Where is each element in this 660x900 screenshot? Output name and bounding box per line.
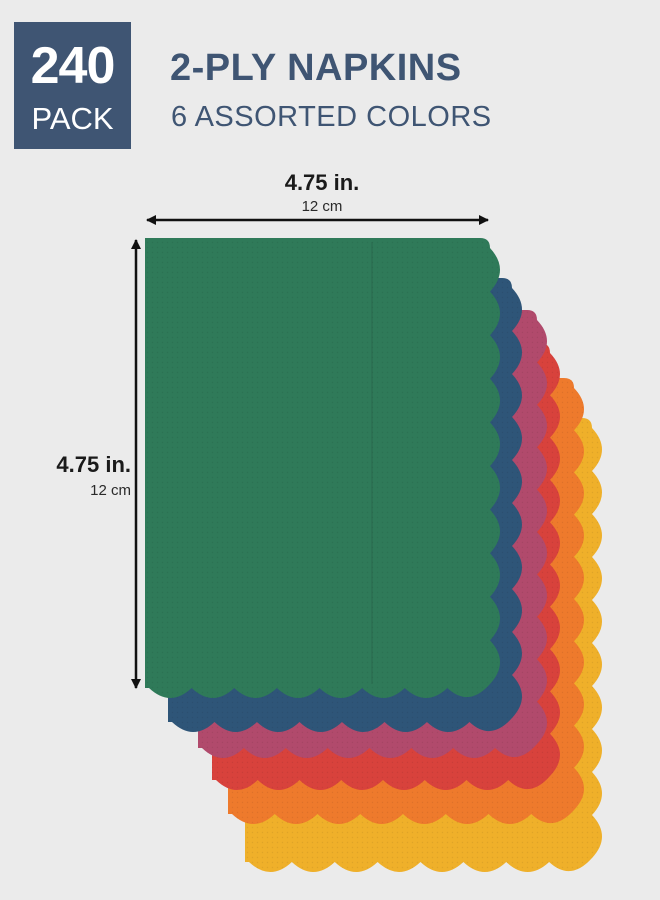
width-metric-label: 12 cm	[301, 198, 343, 215]
product-title: 2-PLY NAPKINS	[170, 47, 462, 89]
pack-label: PACK	[31, 101, 114, 136]
height-imperial-label: 4.75 in.	[56, 452, 131, 477]
napkin-green-texture	[145, 238, 500, 698]
pack-count: 240	[30, 37, 116, 95]
napkin-stack	[145, 238, 602, 872]
height-metric-label: 12 cm	[90, 482, 131, 499]
pack-count-badge: 240 PACK	[14, 22, 131, 149]
product-subtitle: 6 ASSORTED COLORS	[171, 101, 492, 133]
width-imperial-label: 4.75 in.	[284, 170, 360, 195]
